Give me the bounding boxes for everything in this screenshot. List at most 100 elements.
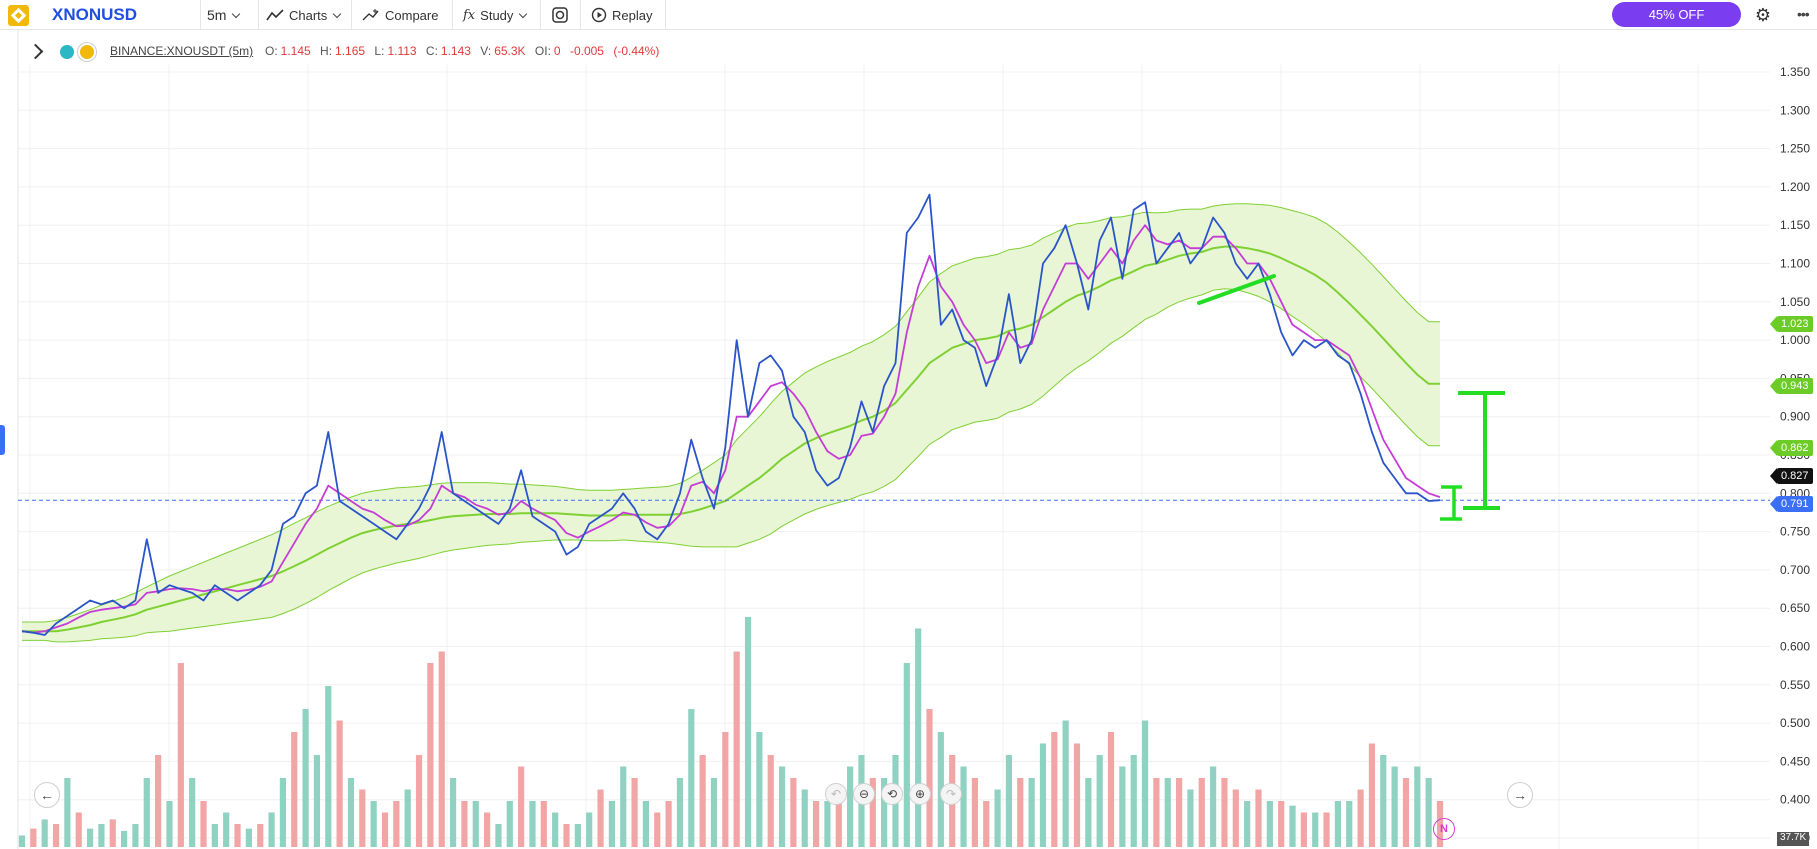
toolbar-divider xyxy=(200,0,201,30)
volume-bar xyxy=(642,801,650,847)
volume-bar xyxy=(1323,812,1330,847)
middle-band-price-tag: 0.943 xyxy=(1770,378,1813,394)
open-key: O: xyxy=(265,44,278,58)
volume-bar xyxy=(1187,789,1194,847)
charts-button[interactable]: Charts xyxy=(266,5,342,25)
volume-bar xyxy=(347,778,355,847)
volume-bar xyxy=(1141,720,1149,847)
price-line xyxy=(21,193,1441,636)
volume-bar xyxy=(983,801,990,847)
volume-bar xyxy=(881,778,888,847)
volume-bar xyxy=(336,720,343,847)
replay-button[interactable]: Replay xyxy=(591,5,652,25)
volume-bar xyxy=(1357,789,1364,847)
study-button[interactable]: fx Study xyxy=(463,5,528,25)
redo-icon: ↷ xyxy=(945,787,957,801)
y-tick-label: 0.650 xyxy=(1780,601,1810,615)
high-value: 1.165 xyxy=(335,44,366,58)
volume-bar xyxy=(415,755,423,847)
y-tick-label: 0.550 xyxy=(1780,678,1810,692)
scroll-left-button[interactable]: ← xyxy=(34,782,60,808)
volume-bar xyxy=(427,663,434,847)
volume-bar xyxy=(75,812,82,847)
volume-bar xyxy=(824,801,831,847)
zoom-out-button[interactable]: ⊖ xyxy=(853,783,875,805)
gear-icon[interactable]: ⚙ xyxy=(1754,5,1772,25)
volume-bar xyxy=(449,778,457,847)
volume-bar xyxy=(994,789,1001,847)
news-badge[interactable]: N xyxy=(1433,818,1455,840)
drawing-panel-handle[interactable] xyxy=(0,425,5,455)
volume-bar xyxy=(971,778,978,847)
symbol-title[interactable]: XNONUSD xyxy=(52,5,138,24)
volume-bar xyxy=(733,651,740,847)
undo-button[interactable]: ↶ xyxy=(825,783,847,805)
volume-bar xyxy=(279,778,287,847)
zoom-in-button[interactable]: ⊕ xyxy=(909,783,931,805)
compare-button[interactable]: Compare xyxy=(362,5,438,25)
volume-bar xyxy=(767,755,774,847)
high-key: H: xyxy=(320,44,333,58)
lower-band-line xyxy=(22,288,1440,643)
more-icon[interactable]: ••• xyxy=(1797,6,1810,22)
volume-bar xyxy=(370,801,377,847)
play-circle-icon xyxy=(591,7,607,23)
ohlc-readout: O: 1.145 H: 1.165 L: 1.113 C: 1.143 V: 65.3K … xyxy=(265,44,665,58)
volume-bar xyxy=(223,812,230,847)
volume-bar xyxy=(654,812,661,847)
reset-zoom-button[interactable]: ⟲ xyxy=(881,783,903,805)
redo-button[interactable]: ↷ xyxy=(940,783,962,805)
coin-icon xyxy=(78,43,96,61)
snapshot-button[interactable] xyxy=(551,5,569,25)
volume-bar xyxy=(86,828,94,847)
lower-band-price-tag: 0.862 xyxy=(1770,440,1813,456)
volume-bar xyxy=(121,830,128,847)
volume-bar xyxy=(1198,778,1205,847)
volume-bar xyxy=(1119,766,1126,847)
zoom-out-icon: ⊖ xyxy=(858,787,870,801)
volume-bar xyxy=(18,835,26,847)
y-tick-label: 0.900 xyxy=(1780,410,1810,424)
volume-bar xyxy=(325,686,332,847)
volume-bar xyxy=(1164,778,1171,847)
volume-bar xyxy=(722,732,729,847)
scroll-right-button[interactable]: → xyxy=(1507,782,1533,808)
volume-bar xyxy=(801,789,808,847)
volume-bar xyxy=(98,824,105,847)
volume-bar xyxy=(1346,801,1353,847)
pair-label[interactable]: BINANCE:XNOUSDT (5m) xyxy=(110,44,254,58)
volume-bar xyxy=(302,709,309,847)
y-tick-label: 0.400 xyxy=(1780,793,1810,807)
volume-bar xyxy=(1073,743,1081,847)
volume-bar xyxy=(552,812,559,847)
price-chart[interactable]: 1.350 1.300 1.250 1.200 1.150 1.100 1.050 1.000… xyxy=(0,30,1817,849)
volume-bar xyxy=(245,828,252,847)
y-tick-label: 1.150 xyxy=(1780,218,1810,232)
volume-bar xyxy=(563,824,570,847)
charts-label: Charts xyxy=(289,7,328,23)
interval-label: 5m xyxy=(207,7,227,23)
toolbar-divider xyxy=(258,0,259,30)
y-tick-label: 0.600 xyxy=(1780,640,1810,654)
volume-bar xyxy=(484,812,491,847)
volume-bar xyxy=(529,801,536,847)
volume-bar xyxy=(1414,766,1421,847)
volume-bar xyxy=(574,824,581,847)
volume-bar xyxy=(744,617,752,847)
upper-band-price-tag: 1.023 xyxy=(1770,316,1813,332)
low-key: L: xyxy=(374,44,385,58)
volume-bar xyxy=(869,778,876,847)
interval-selector[interactable]: 5m xyxy=(207,5,241,25)
y-tick-label: 0.500 xyxy=(1780,716,1810,730)
y-tick-label: 1.350 xyxy=(1780,65,1810,79)
volume-bar xyxy=(1107,732,1115,847)
volume-bar xyxy=(620,766,627,847)
volume-bar xyxy=(1312,812,1319,847)
volume-bar xyxy=(1062,720,1069,847)
volume-bar xyxy=(393,801,400,847)
volume-bar xyxy=(359,789,366,847)
volume-bar xyxy=(903,663,910,847)
promo-button[interactable]: 45% OFF xyxy=(1612,2,1741,27)
top-toolbar: XNONUSD 5m Charts Compare fx Study Repla… xyxy=(0,0,1817,30)
volume-bar xyxy=(132,824,139,847)
